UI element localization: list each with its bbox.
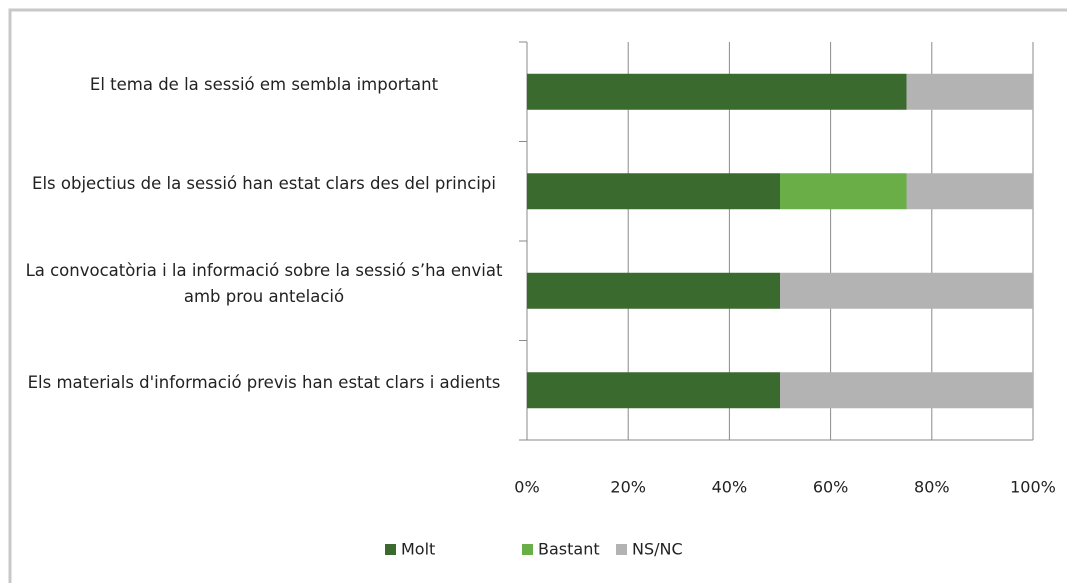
legend-swatch xyxy=(616,544,627,555)
category-label: El tema de la sessió em sembla important xyxy=(89,74,439,94)
bar-segment xyxy=(527,173,780,210)
category-label: Els materials d'informació previs han es… xyxy=(27,373,501,393)
x-tick-label: 80% xyxy=(914,478,950,497)
bar-segment xyxy=(780,372,1033,409)
x-tick-label: 40% xyxy=(712,478,748,497)
legend-label: Molt xyxy=(401,540,435,559)
frame xyxy=(8,8,1067,583)
bar-segment xyxy=(906,73,1033,110)
x-tick-label: 60% xyxy=(813,478,849,497)
bar-segment xyxy=(527,372,780,409)
legend-label: NS/NC xyxy=(632,540,683,559)
legend-swatch xyxy=(385,544,396,555)
x-tick-label: 20% xyxy=(610,478,646,497)
x-tick-label: 0% xyxy=(514,478,539,497)
bar-segment xyxy=(780,173,907,210)
x-tick-label: 100% xyxy=(1010,478,1056,497)
bar-segment xyxy=(527,73,907,110)
bar-segment xyxy=(780,272,1033,309)
legend-swatch xyxy=(522,544,533,555)
category-label: La convocatòria i la informació sobre la… xyxy=(25,260,503,306)
bar-segment xyxy=(527,272,780,309)
bar-segment xyxy=(906,173,1033,210)
category-label: Els objectius de la sessió han estat cla… xyxy=(32,174,496,194)
legend-label: Bastant xyxy=(538,540,600,559)
